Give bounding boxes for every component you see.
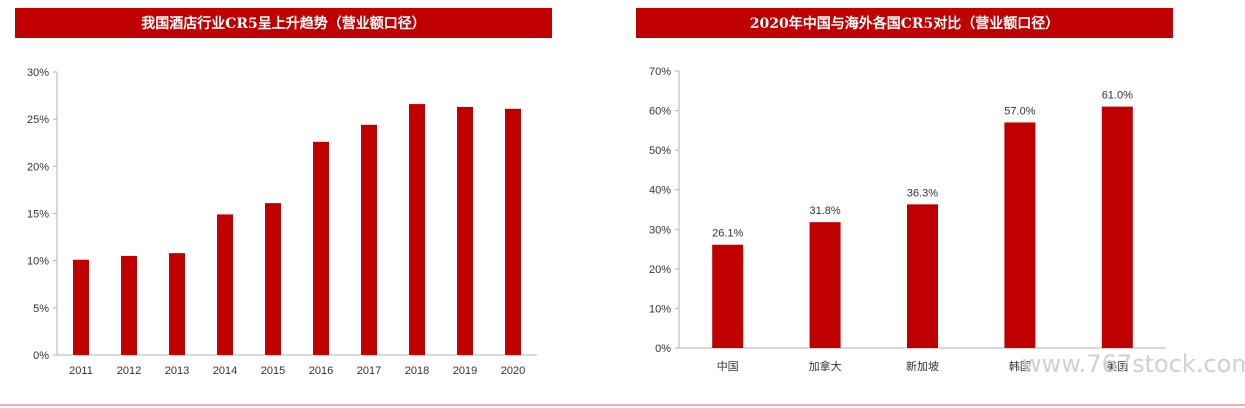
right-y-tick-label: 70% bbox=[649, 66, 671, 78]
left-x-tick-label: 2015 bbox=[261, 365, 285, 377]
right-chart-title: 2020年中国与海外各国CR5对比（营业额口径） bbox=[636, 8, 1173, 38]
right-x-tick-label: 中国 bbox=[717, 360, 739, 373]
left-bar bbox=[409, 104, 425, 355]
right-bar bbox=[712, 244, 744, 348]
right-data-label: 61.0% bbox=[1102, 90, 1133, 102]
left-y-tick-label: 5% bbox=[33, 303, 49, 315]
left-y-tick-label: 30% bbox=[27, 67, 49, 79]
left-x-tick-label: 2012 bbox=[117, 365, 141, 377]
left-bar bbox=[265, 203, 281, 355]
left-x-tick-label: 2014 bbox=[213, 365, 237, 377]
right-y-tick-label: 30% bbox=[649, 224, 671, 236]
watermark: www.767stock.com bbox=[1022, 350, 1245, 378]
right-x-tick-label: 新加坡 bbox=[906, 359, 939, 373]
right-bar bbox=[1101, 106, 1133, 348]
right-bar bbox=[1004, 122, 1036, 348]
right-bar bbox=[907, 204, 938, 348]
left-x-tick-label: 2020 bbox=[501, 365, 525, 377]
left-y-tick-label: 0% bbox=[33, 350, 49, 362]
left-bar bbox=[121, 255, 137, 355]
right-y-tick-label: 60% bbox=[649, 106, 671, 118]
bottom-divider bbox=[0, 404, 1245, 406]
right-data-label: 36.3% bbox=[907, 187, 938, 199]
right-x-tick-label: 加拿大 bbox=[809, 359, 842, 373]
left-x-tick-label: 2011 bbox=[69, 365, 93, 377]
right-y-tick-label: 10% bbox=[649, 303, 671, 315]
left-y-tick-label: 10% bbox=[27, 256, 49, 268]
left-bar bbox=[169, 253, 185, 355]
left-x-tick-label: 2013 bbox=[165, 365, 189, 377]
left-x-tick-label: 2019 bbox=[453, 365, 477, 377]
left-bar bbox=[505, 108, 521, 355]
right-y-tick-label: 50% bbox=[649, 145, 671, 157]
right-data-label: 31.8% bbox=[809, 205, 840, 217]
left-bar bbox=[73, 259, 89, 355]
left-chart-title: 我国酒店行业CR5呈上升趋势（营业额口径） bbox=[15, 8, 552, 38]
left-x-tick-label: 2018 bbox=[405, 365, 429, 377]
left-x-tick-label: 2016 bbox=[309, 365, 333, 377]
left-x-tick-label: 2017 bbox=[357, 365, 381, 377]
right-y-tick-label: 20% bbox=[649, 264, 671, 276]
right-bar bbox=[809, 222, 841, 348]
left-y-tick-label: 25% bbox=[27, 114, 49, 126]
left-bar bbox=[313, 141, 329, 355]
right-x-tick-label: 美国 bbox=[1106, 360, 1128, 373]
left-y-tick-label: 15% bbox=[27, 209, 49, 221]
right-data-label: 57.0% bbox=[1004, 105, 1035, 117]
left-bar bbox=[361, 124, 377, 356]
right-data-label: 26.1% bbox=[712, 228, 743, 240]
right-x-tick-label: 韩国 bbox=[1009, 359, 1031, 373]
right-y-tick-label: 40% bbox=[649, 185, 671, 197]
left-bar bbox=[457, 106, 473, 355]
left-y-tick-label: 20% bbox=[27, 161, 49, 173]
left-bar bbox=[217, 214, 233, 355]
right-y-tick-label: 0% bbox=[655, 343, 671, 355]
